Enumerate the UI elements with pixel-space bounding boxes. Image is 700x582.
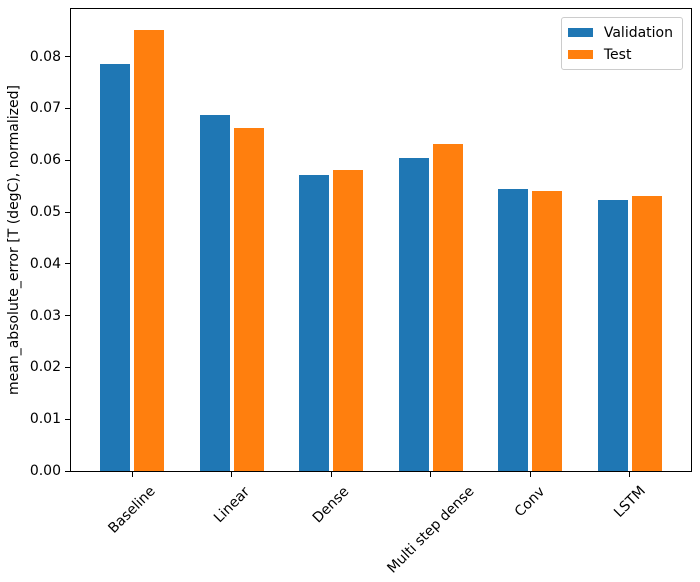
y-tick-label-0.00: 0.00 xyxy=(29,463,61,479)
legend-swatch-test xyxy=(567,50,593,59)
x-tick-mark-dense xyxy=(330,472,332,477)
y-tick-label-0.03: 0.03 xyxy=(29,307,61,324)
legend-item-test: Test xyxy=(567,46,673,63)
y-tick-mark-0.06 xyxy=(65,159,70,161)
bar-validation-conv xyxy=(498,189,529,471)
y-tick-label-0.08: 0.08 xyxy=(29,48,61,65)
legend-label-validation: Validation xyxy=(603,24,673,41)
bar-test-lstm xyxy=(631,195,662,471)
y-tick-mark-0.08 xyxy=(65,56,70,58)
bar-validation-linear xyxy=(199,115,230,471)
y-tick-label-0.07: 0.07 xyxy=(29,100,61,117)
x-tick-mark-linear xyxy=(231,472,233,477)
x-tick-label-dense: Dense xyxy=(309,483,353,526)
y-tick-mark-0.07 xyxy=(65,107,70,109)
x-tick-label-linear: Linear xyxy=(210,483,253,526)
y-tick-mark-0.03 xyxy=(65,315,70,317)
x-tick-mark-lstm xyxy=(629,472,631,477)
bar-validation-multi-step-dense xyxy=(398,157,429,471)
y-tick-mark-0.04 xyxy=(65,263,70,265)
bar-test-conv xyxy=(532,190,563,471)
x-tick-label-baseline: Baseline xyxy=(105,483,159,537)
x-tick-label-multi-step-dense: Multi step dense xyxy=(384,483,478,577)
y-tick-label-0.02: 0.02 xyxy=(29,359,61,376)
x-tick-mark-baseline xyxy=(131,472,133,477)
x-tick-mark-multi-step-dense xyxy=(430,472,432,477)
x-tick-label-conv: Conv xyxy=(512,483,549,520)
x-tick-label-lstm: LSTM xyxy=(610,483,649,521)
x-tick-mark-conv xyxy=(529,472,531,477)
bar-test-linear xyxy=(233,128,264,471)
y-tick-label-0.04: 0.04 xyxy=(29,255,61,272)
bar-validation-baseline xyxy=(100,64,131,471)
legend-item-validation: Validation xyxy=(567,24,673,41)
bar-test-baseline xyxy=(134,30,165,471)
y-tick-label-0.01: 0.01 xyxy=(29,411,61,428)
bar-validation-lstm xyxy=(597,200,628,471)
y-tick-mark-0.02 xyxy=(65,366,70,368)
y-tick-mark-0.00 xyxy=(65,470,70,472)
y-tick-mark-0.05 xyxy=(65,211,70,213)
bar-test-dense xyxy=(333,169,364,471)
legend-swatch-validation xyxy=(567,28,593,37)
legend: Validation Test xyxy=(560,17,683,70)
y-axis-label: mean_absolute_error [T (degC), normalize… xyxy=(6,85,22,395)
legend-label-test: Test xyxy=(603,46,632,63)
plot-area xyxy=(70,8,692,472)
y-tick-label-0.05: 0.05 xyxy=(29,204,61,221)
y-tick-label-0.06: 0.06 xyxy=(29,152,61,169)
bar-validation-dense xyxy=(299,175,330,471)
y-tick-mark-0.01 xyxy=(65,418,70,420)
bar-test-multi-step-dense xyxy=(432,143,463,471)
